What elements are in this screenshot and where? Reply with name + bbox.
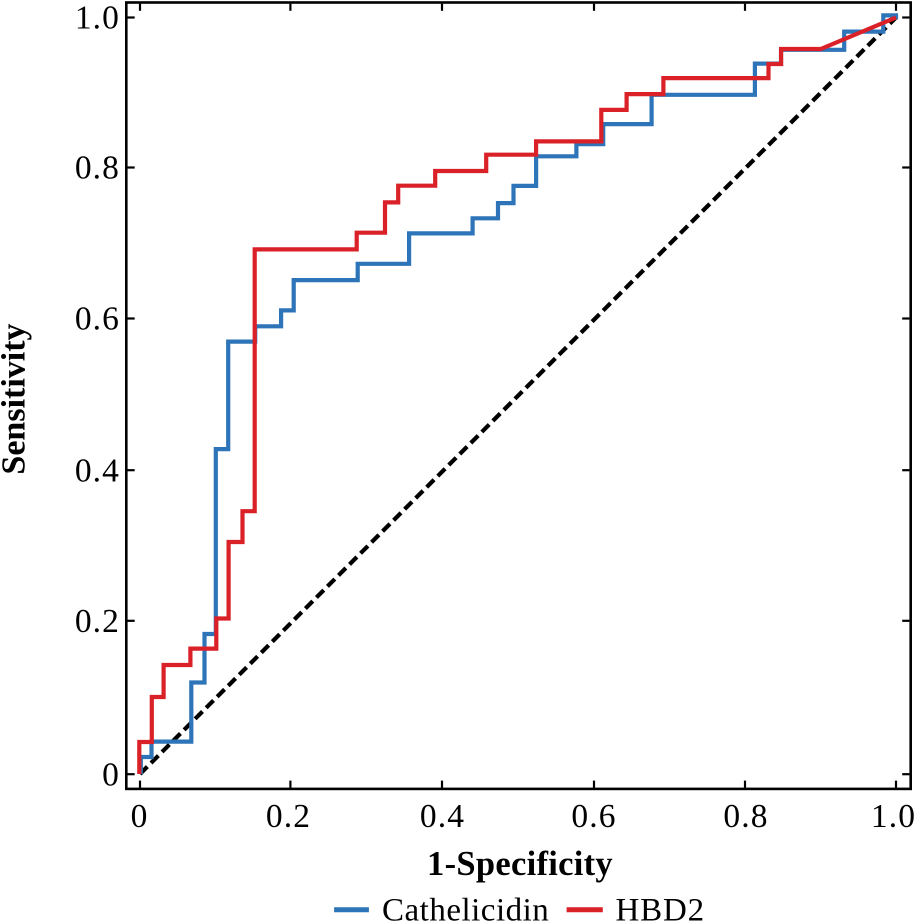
- svg-text:1.0: 1.0: [75, 0, 120, 37]
- svg-text:0.8: 0.8: [75, 150, 120, 187]
- svg-text:0.2: 0.2: [266, 798, 311, 835]
- svg-text:1.0: 1.0: [871, 798, 914, 835]
- svg-text:0: 0: [102, 756, 120, 793]
- svg-text:0.2: 0.2: [75, 603, 120, 640]
- svg-text:0.4: 0.4: [420, 798, 465, 835]
- svg-text:0: 0: [131, 798, 149, 835]
- svg-text:1-Specificity: 1-Specificity: [427, 845, 613, 883]
- svg-text:0.6: 0.6: [75, 301, 120, 338]
- svg-text:HBD2: HBD2: [616, 892, 705, 922]
- svg-text:Cathelicidin: Cathelicidin: [382, 892, 549, 922]
- svg-text:0.8: 0.8: [723, 798, 768, 835]
- svg-text:Sensitivity: Sensitivity: [0, 323, 33, 474]
- svg-text:0.6: 0.6: [571, 798, 616, 835]
- svg-text:0.4: 0.4: [75, 452, 120, 489]
